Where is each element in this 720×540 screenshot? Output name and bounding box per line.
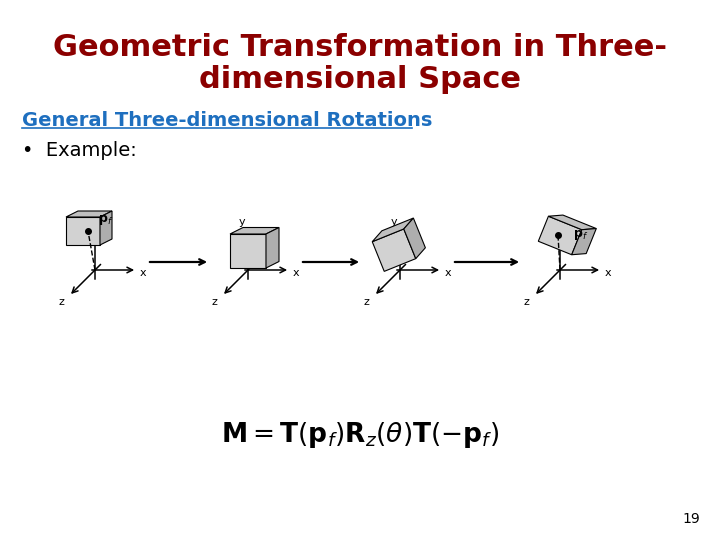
Text: $\mathbf{p}_f$: $\mathbf{p}_f$ [573,228,588,242]
Text: y: y [86,217,92,227]
Polygon shape [66,217,100,245]
Text: 19: 19 [683,512,700,526]
Polygon shape [404,218,426,259]
Text: Geometric Transformation in Three-: Geometric Transformation in Three- [53,33,667,63]
Text: z: z [364,296,369,307]
Polygon shape [230,227,279,234]
Text: x: x [293,268,300,278]
Text: y: y [239,217,246,227]
Text: x: x [140,268,146,278]
Text: x: x [445,268,451,278]
Polygon shape [100,211,112,245]
Polygon shape [549,215,596,230]
Text: General Three-dimensional Rotations: General Three-dimensional Rotations [22,111,433,130]
Polygon shape [266,227,279,268]
Text: y: y [551,217,557,227]
Polygon shape [66,211,112,217]
Text: z: z [58,296,64,307]
Text: •  Example:: • Example: [22,140,137,159]
Text: y: y [391,217,397,227]
Polygon shape [230,234,266,268]
Text: $\mathbf{M}=\mathbf{T}(\mathbf{p}_{f})\mathbf{R}_{z}(\theta)\mathbf{T}(-\mathbf{: $\mathbf{M}=\mathbf{T}(\mathbf{p}_{f})\m… [221,420,499,450]
Polygon shape [539,216,582,255]
Text: x: x [605,268,611,278]
Polygon shape [372,218,413,242]
Text: $\mathbf{p}_f$: $\mathbf{p}_f$ [98,213,113,227]
Text: dimensional Space: dimensional Space [199,65,521,94]
Text: z: z [523,296,529,307]
Polygon shape [572,228,596,255]
Polygon shape [372,229,415,272]
Text: z: z [212,296,217,307]
